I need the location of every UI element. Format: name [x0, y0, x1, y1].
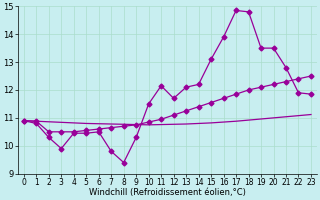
X-axis label: Windchill (Refroidissement éolien,°C): Windchill (Refroidissement éolien,°C): [89, 188, 246, 197]
